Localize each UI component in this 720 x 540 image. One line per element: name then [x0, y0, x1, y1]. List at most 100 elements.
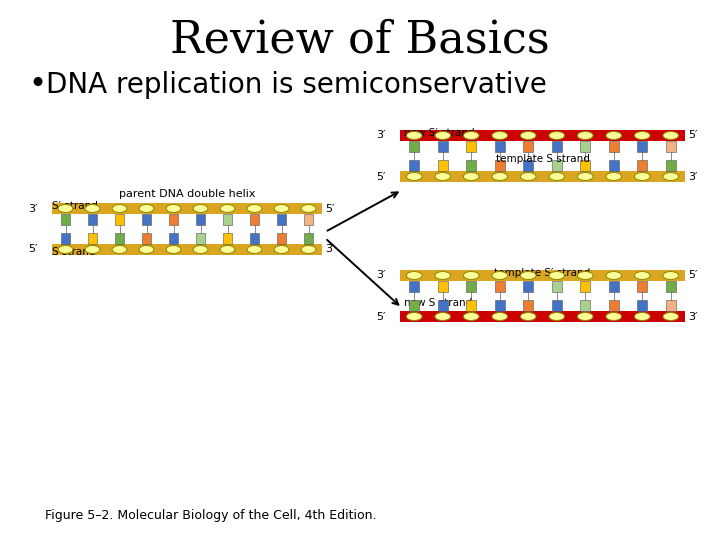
Ellipse shape [549, 132, 564, 139]
Ellipse shape [606, 313, 621, 320]
Ellipse shape [492, 132, 508, 139]
Bar [666, 160, 675, 171]
Text: 5′: 5′ [377, 172, 386, 181]
Ellipse shape [521, 272, 536, 280]
Bar [495, 281, 505, 292]
Ellipse shape [139, 205, 154, 212]
Bar [250, 214, 259, 225]
Ellipse shape [166, 246, 181, 253]
Ellipse shape [435, 313, 451, 320]
Bar [523, 141, 533, 152]
Ellipse shape [634, 132, 650, 139]
Bar [580, 141, 590, 152]
Bar [609, 141, 618, 152]
Bar [495, 160, 505, 171]
Text: template S strand: template S strand [495, 154, 590, 164]
Text: 3′: 3′ [688, 172, 698, 181]
Bar [438, 141, 448, 152]
Ellipse shape [549, 272, 564, 280]
Bar [523, 300, 533, 311]
Ellipse shape [492, 173, 508, 180]
Bar [61, 214, 70, 225]
Ellipse shape [58, 246, 73, 253]
Text: Figure 5–2. Molecular Biology of the Cell, 4th Edition.: Figure 5–2. Molecular Biology of the Cel… [45, 509, 377, 522]
Text: 3′: 3′ [688, 312, 698, 321]
Bar [666, 300, 675, 311]
Text: •: • [28, 71, 46, 99]
Bar [495, 300, 505, 311]
Bar [61, 233, 70, 244]
Ellipse shape [464, 173, 479, 180]
Ellipse shape [220, 246, 235, 253]
Bar [580, 160, 590, 171]
Bar [223, 214, 232, 225]
Bar [142, 233, 151, 244]
Bar [637, 160, 647, 171]
Ellipse shape [521, 173, 536, 180]
Bar [115, 233, 124, 244]
Bar [523, 281, 533, 292]
Bar [552, 160, 562, 171]
Bar [142, 214, 151, 225]
Bar [400, 270, 685, 281]
Ellipse shape [406, 313, 422, 320]
Bar [609, 160, 618, 171]
Text: 5′: 5′ [29, 245, 38, 254]
Ellipse shape [606, 272, 621, 280]
Ellipse shape [464, 132, 479, 139]
Bar [609, 300, 618, 311]
Bar [609, 281, 618, 292]
Bar [277, 214, 286, 225]
Bar [467, 281, 476, 292]
Ellipse shape [220, 205, 235, 212]
Ellipse shape [549, 313, 564, 320]
Bar [304, 214, 313, 225]
Ellipse shape [577, 132, 593, 139]
Ellipse shape [435, 132, 451, 139]
Ellipse shape [663, 313, 678, 320]
Ellipse shape [85, 246, 100, 253]
Bar [552, 300, 562, 311]
Ellipse shape [301, 205, 316, 212]
Ellipse shape [521, 132, 536, 139]
Ellipse shape [301, 246, 316, 253]
Bar [438, 281, 448, 292]
Ellipse shape [634, 272, 650, 280]
Text: 3′: 3′ [325, 245, 335, 254]
Ellipse shape [464, 313, 479, 320]
Ellipse shape [521, 313, 536, 320]
Ellipse shape [193, 246, 208, 253]
Ellipse shape [406, 272, 422, 280]
Bar [523, 160, 533, 171]
Text: 3′: 3′ [29, 204, 38, 213]
Ellipse shape [58, 205, 73, 212]
Text: S′ strand: S′ strand [52, 201, 98, 211]
Text: 5′: 5′ [325, 204, 335, 213]
Bar [304, 233, 313, 244]
Ellipse shape [492, 313, 508, 320]
Text: 5′: 5′ [377, 312, 386, 321]
Bar [196, 233, 205, 244]
Bar [637, 141, 647, 152]
Text: 5′: 5′ [688, 271, 698, 280]
Ellipse shape [549, 173, 564, 180]
Bar [115, 214, 124, 225]
Bar [400, 171, 685, 182]
Bar [438, 300, 448, 311]
Ellipse shape [274, 246, 289, 253]
Bar [410, 281, 419, 292]
Ellipse shape [112, 246, 127, 253]
Ellipse shape [606, 173, 621, 180]
Ellipse shape [634, 173, 650, 180]
Bar [223, 233, 232, 244]
Bar [169, 233, 178, 244]
Ellipse shape [435, 173, 451, 180]
Ellipse shape [577, 173, 593, 180]
Text: new S strand: new S strand [404, 298, 472, 308]
Text: Review of Basics: Review of Basics [170, 18, 550, 62]
Bar [495, 141, 505, 152]
Ellipse shape [85, 205, 100, 212]
Bar [467, 300, 476, 311]
Bar [666, 141, 675, 152]
Text: S strand: S strand [52, 247, 96, 257]
